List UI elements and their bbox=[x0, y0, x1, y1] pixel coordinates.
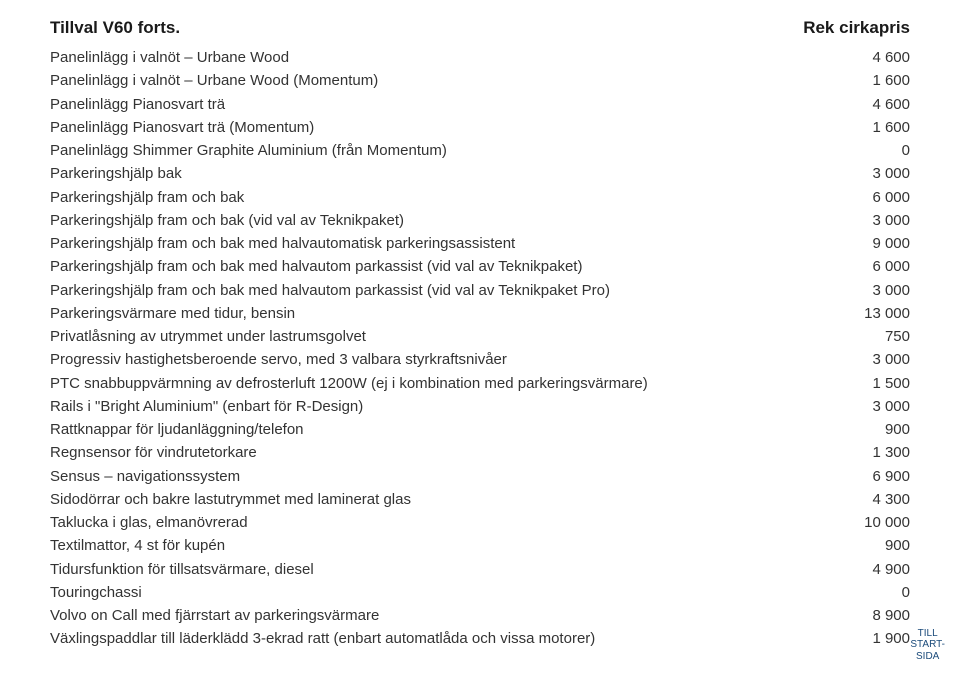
price-column-header: Rek cirkapris bbox=[803, 18, 910, 38]
back-to-start-link[interactable]: TILL START- SIDA bbox=[910, 628, 945, 663]
item-price: 4 600 bbox=[852, 46, 910, 69]
price-row: Parkeringsvärmare med tidur, bensin13 00… bbox=[50, 302, 910, 325]
item-label: Taklucka i glas, elmanövrerad bbox=[50, 511, 844, 534]
price-row: Parkeringshjälp fram och bak med halvaut… bbox=[50, 279, 910, 302]
item-price: 3 000 bbox=[852, 279, 910, 302]
item-price: 1 600 bbox=[852, 69, 910, 92]
price-row: Parkeringshjälp bak3 000 bbox=[50, 162, 910, 185]
item-price: 4 600 bbox=[852, 93, 910, 116]
price-row: Panelinlägg Pianosvart trä (Momentum)1 6… bbox=[50, 116, 910, 139]
price-row: Regnsensor för vindrutetorkare1 300 bbox=[50, 441, 910, 464]
item-price: 1 900 bbox=[852, 627, 910, 650]
item-label: Parkeringshjälp bak bbox=[50, 162, 852, 185]
item-label: Volvo on Call med fjärrstart av parkerin… bbox=[50, 604, 852, 627]
item-price: 1 600 bbox=[852, 116, 910, 139]
item-label: Rails i "Bright Aluminium" (enbart för R… bbox=[50, 395, 852, 418]
item-label: Textilmattor, 4 st för kupén bbox=[50, 534, 865, 557]
item-label: Panelinlägg i valnöt – Urbane Wood (Mome… bbox=[50, 69, 852, 92]
item-label: Panelinlägg Shimmer Graphite Aluminium (… bbox=[50, 139, 882, 162]
item-price: 10 000 bbox=[844, 511, 910, 534]
price-row: Panelinlägg i valnöt – Urbane Wood (Mome… bbox=[50, 69, 910, 92]
price-row: Rails i "Bright Aluminium" (enbart för R… bbox=[50, 395, 910, 418]
item-label: Parkeringshjälp fram och bak (vid val av… bbox=[50, 209, 852, 232]
price-row: Privatlåsning av utrymmet under lastrums… bbox=[50, 325, 910, 348]
price-row: Parkeringshjälp fram och bak med halvaut… bbox=[50, 255, 910, 278]
item-label: Panelinlägg Pianosvart trä (Momentum) bbox=[50, 116, 852, 139]
item-price: 750 bbox=[865, 325, 910, 348]
item-label: Panelinlägg Pianosvart trä bbox=[50, 93, 852, 116]
price-row: Parkeringshjälp fram och bak (vid val av… bbox=[50, 209, 910, 232]
item-price: 3 000 bbox=[852, 209, 910, 232]
price-row: Panelinlägg i valnöt – Urbane Wood4 600 bbox=[50, 46, 910, 69]
item-price: 6 000 bbox=[852, 255, 910, 278]
item-price: 6 900 bbox=[852, 465, 910, 488]
item-price: 3 000 bbox=[852, 162, 910, 185]
item-label: Parkeringsvärmare med tidur, bensin bbox=[50, 302, 844, 325]
item-price: 1 300 bbox=[852, 441, 910, 464]
price-row: Sensus – navigationssystem6 900 bbox=[50, 465, 910, 488]
item-label: Parkeringshjälp fram och bak med halvaut… bbox=[50, 232, 852, 255]
item-label: Privatlåsning av utrymmet under lastrums… bbox=[50, 325, 865, 348]
item-label: PTC snabbuppvärmning av defrosterluft 12… bbox=[50, 372, 852, 395]
item-price: 900 bbox=[865, 418, 910, 441]
price-row: Sidodörrar och bakre lastutrymmet med la… bbox=[50, 488, 910, 511]
price-row: Taklucka i glas, elmanövrerad10 000 bbox=[50, 511, 910, 534]
page-title: Tillval V60 forts. bbox=[50, 18, 180, 38]
item-label: Panelinlägg i valnöt – Urbane Wood bbox=[50, 46, 852, 69]
price-row: Panelinlägg Shimmer Graphite Aluminium (… bbox=[50, 139, 910, 162]
item-price: 3 000 bbox=[852, 348, 910, 371]
price-row: Progressiv hastighetsberoende servo, med… bbox=[50, 348, 910, 371]
item-label: Progressiv hastighetsberoende servo, med… bbox=[50, 348, 852, 371]
item-price: 3 000 bbox=[852, 395, 910, 418]
item-price: 0 bbox=[882, 139, 910, 162]
item-price: 0 bbox=[882, 581, 910, 604]
price-row: Touringchassi0 bbox=[50, 581, 910, 604]
side-link-line: START- bbox=[910, 639, 945, 650]
item-label: Sensus – navigationssystem bbox=[50, 465, 852, 488]
price-row: Rattknappar för ljudanläggning/telefon90… bbox=[50, 418, 910, 441]
item-price: 4 900 bbox=[852, 558, 910, 581]
header-row: Tillval V60 forts. Rek cirkapris bbox=[50, 18, 910, 38]
item-label: Regnsensor för vindrutetorkare bbox=[50, 441, 852, 464]
item-label: Touringchassi bbox=[50, 581, 882, 604]
item-label: Växlingspaddlar till läderklädd 3-ekrad … bbox=[50, 627, 852, 650]
item-price: 4 300 bbox=[852, 488, 910, 511]
item-price: 13 000 bbox=[844, 302, 910, 325]
item-price: 6 000 bbox=[852, 186, 910, 209]
price-row: Volvo on Call med fjärrstart av parkerin… bbox=[50, 604, 910, 627]
item-label: Parkeringshjälp fram och bak med halvaut… bbox=[50, 279, 852, 302]
item-price: 8 900 bbox=[852, 604, 910, 627]
price-row: Parkeringshjälp fram och bak med halvaut… bbox=[50, 232, 910, 255]
item-label: Sidodörrar och bakre lastutrymmet med la… bbox=[50, 488, 852, 511]
item-label: Rattknappar för ljudanläggning/telefon bbox=[50, 418, 865, 441]
item-label: Parkeringshjälp fram och bak bbox=[50, 186, 852, 209]
price-row: Panelinlägg Pianosvart trä4 600 bbox=[50, 93, 910, 116]
price-row: PTC snabbuppvärmning av defrosterluft 12… bbox=[50, 372, 910, 395]
price-list-page: Tillval V60 forts. Rek cirkapris Panelin… bbox=[0, 0, 960, 687]
side-link-line: TILL bbox=[918, 628, 938, 639]
item-price: 1 500 bbox=[852, 372, 910, 395]
price-row: Textilmattor, 4 st för kupén900 bbox=[50, 534, 910, 557]
price-row: Växlingspaddlar till läderklädd 3-ekrad … bbox=[50, 627, 910, 650]
item-label: Parkeringshjälp fram och bak med halvaut… bbox=[50, 255, 852, 278]
item-label: Tidursfunktion för tillsatsvärmare, dies… bbox=[50, 558, 852, 581]
price-row: Parkeringshjälp fram och bak6 000 bbox=[50, 186, 910, 209]
price-rows: Panelinlägg i valnöt – Urbane Wood4 600P… bbox=[50, 46, 910, 651]
price-row: Tidursfunktion för tillsatsvärmare, dies… bbox=[50, 558, 910, 581]
item-price: 900 bbox=[865, 534, 910, 557]
item-price: 9 000 bbox=[852, 232, 910, 255]
side-link-line: SIDA bbox=[916, 651, 939, 662]
